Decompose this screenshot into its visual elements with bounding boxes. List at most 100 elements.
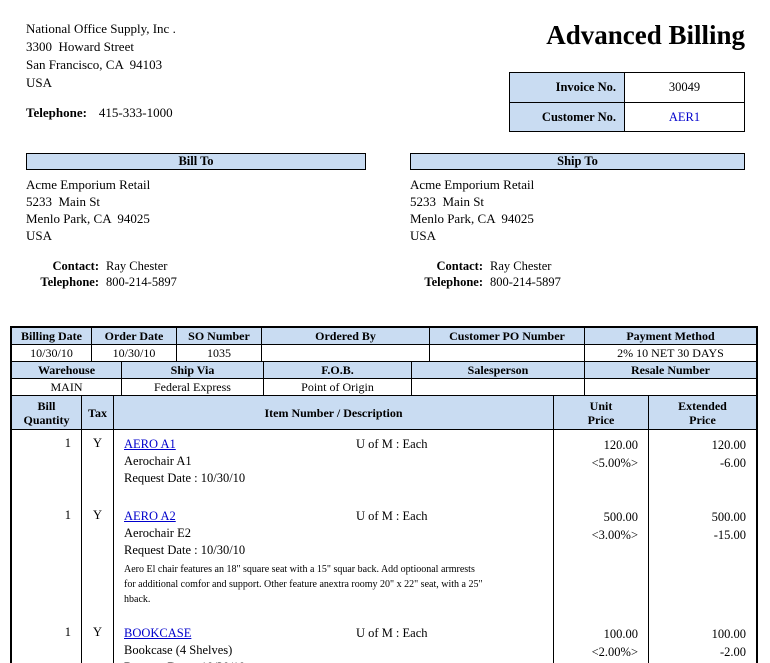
bill-quantity-label-line2: Quantity <box>23 412 70 427</box>
col-header-billing-date: Billing Date <box>12 328 92 345</box>
item-line1: AERO A2 U of M : Each <box>124 508 545 525</box>
company-address-line3: USA <box>26 75 53 90</box>
invoice-no-row: Invoice No. 30049 <box>510 73 744 102</box>
invoice-no-value: 30049 <box>668 80 701 94</box>
bill-quantity-label-line1: Bill <box>37 398 56 413</box>
col-header-customer-po: Customer PO Number <box>430 328 585 345</box>
invoice-table: Billing Date Order Date SO Number Ordere… <box>10 326 758 663</box>
bill-to-line1: Acme Emporium Retail <box>26 177 151 192</box>
item-unit-price: 100.00 <box>603 627 638 641</box>
item-uom: U of M : Each <box>356 509 428 523</box>
item-number-link[interactable]: AERO A2 <box>124 509 176 523</box>
item-unit-price: 120.00 <box>603 438 638 452</box>
company-name: National Office Supply, Inc . <box>26 21 176 36</box>
extended-price-label-line2: Price <box>689 412 716 427</box>
ship-to-contact-value: Ray Chester <box>490 259 552 273</box>
item-desc-text: Bookcase (4 Shelves) <box>124 643 233 657</box>
order-info-header-row2: Warehouse Ship Via F.O.B. Salesperson Re… <box>12 362 756 379</box>
customer-no-value[interactable]: AER1 <box>668 109 701 124</box>
item-discount-pct: <3.00%> <box>591 528 638 542</box>
company-telephone-row: Telephone: 415-333-1000 <box>26 105 176 121</box>
customer-po-value <box>430 345 585 362</box>
item-unit-price-cell: 500.00 <3.00%> <box>554 502 649 619</box>
ship-to-address: Acme Emporium Retail 5233 Main St Menlo … <box>410 176 745 244</box>
ship-to-telephone-row: Telephone: 800-214-5897 <box>410 274 745 290</box>
bill-to-line2: 5233 Main St <box>26 194 101 209</box>
bill-to-contact-value: Ray Chester <box>106 259 168 273</box>
ordered-by-value <box>262 345 430 362</box>
ship-to-block: Ship To Acme Emporium Retail 5233 Main S… <box>410 153 745 290</box>
item-qty: 1 <box>12 430 82 502</box>
item-discount-amount: -15.00 <box>713 528 746 542</box>
item-discount-pct: <5.00%> <box>591 456 638 470</box>
company-block: National Office Supply, Inc . 3300 Howar… <box>26 20 176 132</box>
ship-to-contact-label: Contact: <box>436 259 483 273</box>
col-header-resale-number: Resale Number <box>585 362 756 379</box>
item-request-date: Request Date : 10/30/10 <box>124 659 545 663</box>
ship-to-telephone-value: 800-214-5897 <box>490 275 561 289</box>
bill-to-header: Bill To <box>26 153 366 170</box>
ship-to-line2: 5233 Main St <box>410 194 485 209</box>
item-description-cell: AERO A2 U of M : Each Aerochair E2 Reque… <box>114 502 554 619</box>
item-extended-price-cell: 120.00 -6.00 <box>649 430 756 502</box>
top-section: National Office Supply, Inc . 3300 Howar… <box>0 0 770 132</box>
col-header-order-date: Order Date <box>92 328 177 345</box>
bill-to-line3: Menlo Park, CA 94025 <box>26 211 150 226</box>
bill-to-line4: USA <box>26 228 53 243</box>
item-number-link[interactable]: BOOKCASE <box>124 626 192 640</box>
addresses-section: Bill To Acme Emporium Retail 5233 Main S… <box>0 153 770 290</box>
col-header-warehouse: Warehouse <box>12 362 122 379</box>
resale-number-value <box>585 379 756 396</box>
ship-to-line4: USA <box>410 228 437 243</box>
ship-to-line1: Acme Emporium Retail <box>410 177 535 192</box>
col-header-tax: Tax <box>82 396 114 430</box>
ship-to-contact-row: Contact: Ray Chester <box>410 258 745 274</box>
item-description-label: Item Number / Description <box>264 405 403 420</box>
item-extended-price-cell: 500.00 -15.00 <box>649 502 756 619</box>
item-extended-price: 100.00 <box>711 627 746 641</box>
page-title: Advanced Billing <box>546 20 745 50</box>
item-desc-text: Aerochair A1 <box>124 454 192 468</box>
item-qty: 1 <box>12 619 82 663</box>
item-unit-price: 500.00 <box>603 510 638 524</box>
unit-price-label-line2: Price <box>587 412 615 427</box>
col-header-salesperson: Salesperson <box>412 362 585 379</box>
item-discount-pct: <2.00%> <box>591 645 638 659</box>
item-extended-price: 120.00 <box>711 438 746 452</box>
extended-price-label-line1: Extended <box>678 398 727 413</box>
item-qty: 1 <box>12 502 82 619</box>
col-header-so-number: SO Number <box>177 328 262 345</box>
col-header-bill-quantity: Bill Quantity <box>12 396 82 430</box>
item-number-link[interactable]: AERO A1 <box>124 437 176 451</box>
ship-to-line3: Menlo Park, CA 94025 <box>410 211 534 226</box>
item-uom: U of M : Each <box>356 437 428 451</box>
payment-method-value: 2% 10 NET 30 DAYS <box>585 345 756 362</box>
item-long-description: Aero El chair features an 18" square sea… <box>124 564 483 605</box>
item-request-date: Request Date : 10/30/10 <box>124 543 246 557</box>
items-body: 1 Y AERO A1 U of M : Each Aerochair A1 R… <box>12 430 756 663</box>
bill-to-contact-row: Contact: Ray Chester <box>26 258 366 274</box>
item-description-cell: AERO A1 U of M : Each Aerochair A1 Reque… <box>114 430 554 502</box>
bill-to-telephone-label: Telephone: <box>40 275 99 289</box>
unit-price-label-line1: Unit <box>589 398 613 413</box>
fob-value: Point of Origin <box>264 379 412 396</box>
col-header-ordered-by: Ordered By <box>262 328 430 345</box>
ship-to-header: Ship To <box>410 153 745 170</box>
company-address-line2: San Francisco, CA 94103 <box>26 57 163 72</box>
items-header-row: Bill Quantity Tax Item Number / Descript… <box>12 396 756 430</box>
bill-to-address: Acme Emporium Retail 5233 Main St Menlo … <box>26 176 366 244</box>
top-right-column: Advanced Billing Invoice No. 30049 Custo… <box>509 20 745 132</box>
item-description-cell: BOOKCASE U of M : Each Bookcase (4 Shelv… <box>114 619 554 663</box>
item-extended-price: 500.00 <box>711 510 746 524</box>
company-telephone-value: 415-333-1000 <box>98 105 173 120</box>
col-header-fob: F.O.B. <box>264 362 412 379</box>
item-request-date: Request Date : 10/30/10 <box>124 471 246 485</box>
order-info-header-row1: Billing Date Order Date SO Number Ordere… <box>12 328 756 345</box>
col-header-payment-method: Payment Method <box>585 328 756 345</box>
col-header-ship-via: Ship Via <box>122 362 264 379</box>
order-info-value-row1: 10/30/10 10/30/10 1035 2% 10 NET 30 DAYS <box>12 345 756 362</box>
billing-date-value: 10/30/10 <box>12 345 92 362</box>
invoice-info-box: Invoice No. 30049 Customer No. AER1 <box>509 72 745 132</box>
salesperson-value <box>412 379 585 396</box>
